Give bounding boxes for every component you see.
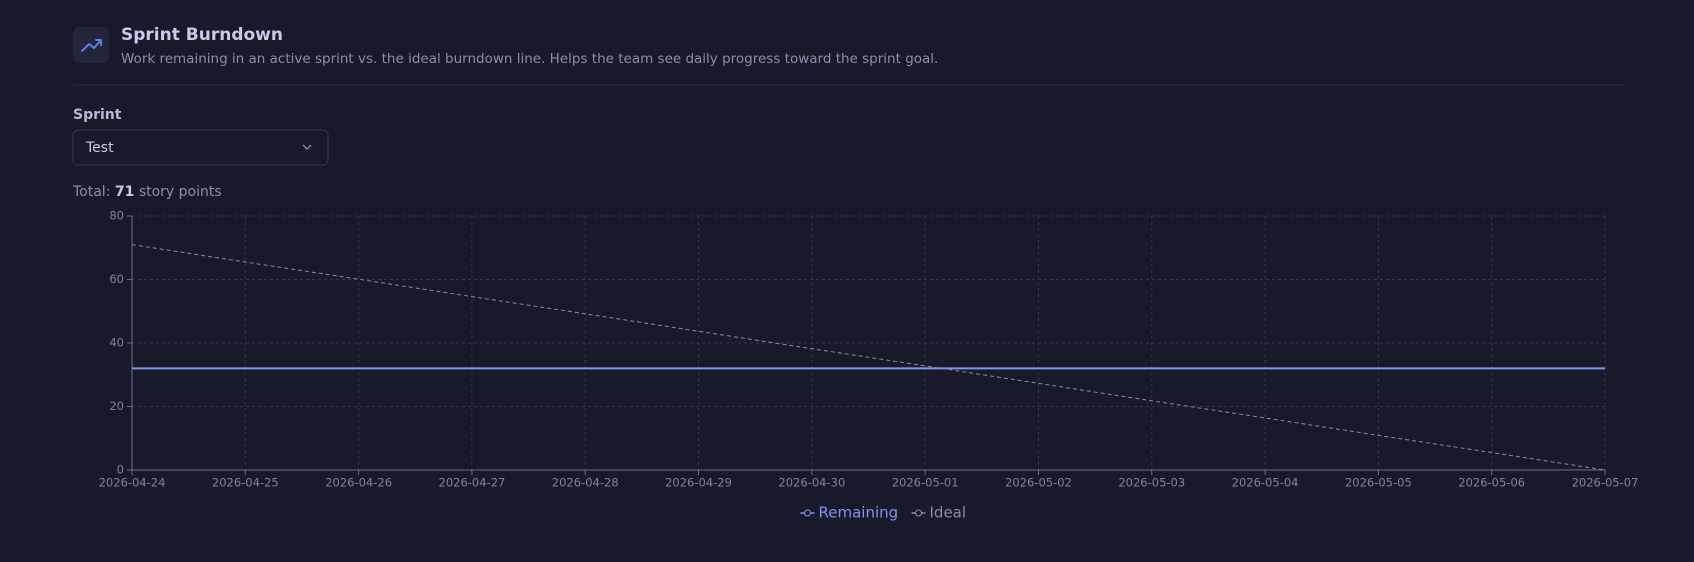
series-line	[131, 244, 1606, 471]
x-tick-label: 2026-04-24	[99, 476, 166, 490]
x-tick-label: 2026-05-01	[892, 476, 959, 490]
trend-icon	[81, 39, 102, 52]
x-tick-label: 2026-05-07	[1572, 476, 1639, 490]
x-tick-label: 2026-04-30	[778, 476, 845, 490]
chart: 0 20 40 60 80 2026-04-24 2026-04-25 2026-04-26 2…	[99, 209, 1639, 522]
legend-label: Ideal	[930, 504, 967, 522]
chevron	[302, 144, 312, 150]
page-subtitle: Work remaining in an active sprint vs. t…	[121, 51, 938, 67]
y-tick-label: 40	[109, 336, 124, 350]
total-suffix: story points	[139, 184, 222, 200]
x-tick-label: 2026-04-29	[665, 476, 732, 490]
total-line: Total: 71 story points	[72, 184, 222, 200]
select-box[interactable]	[72, 129, 329, 166]
x-tick-label: 2026-05-03	[1118, 476, 1185, 490]
x-tick-label: 2026-05-06	[1458, 476, 1525, 490]
legend-item[interactable]: Remaining	[800, 504, 899, 522]
sprint-select[interactable]: Test	[72, 129, 329, 166]
x-tick-label: 2026-05-02	[1005, 476, 1072, 490]
x-tick-label: 2026-05-04	[1232, 476, 1299, 490]
x-tick-label: 2026-04-25	[212, 476, 279, 490]
x-tick-label: 2026-05-05	[1345, 476, 1412, 490]
select-value: Test	[85, 140, 114, 156]
select-label: Sprint	[73, 107, 122, 123]
y-tick-label: 60	[109, 272, 124, 286]
x-tick-label: 2026-04-27	[439, 476, 506, 490]
legend-marker	[915, 509, 922, 517]
x-tick-label: 2026-04-26	[325, 476, 392, 490]
x-tick-label: 2026-04-28	[552, 476, 619, 490]
y-tick-label: 20	[109, 399, 124, 413]
legend-item[interactable]: Ideal	[911, 504, 967, 522]
legend-label: Remaining	[819, 504, 899, 522]
page-title: Sprint Burndown	[121, 25, 283, 45]
total-prefix: Total:	[72, 184, 110, 200]
legend-marker	[804, 509, 811, 517]
y-tick-label: 0	[117, 463, 124, 477]
y-tick-label: 80	[109, 209, 124, 223]
total-value: 71	[115, 184, 134, 200]
